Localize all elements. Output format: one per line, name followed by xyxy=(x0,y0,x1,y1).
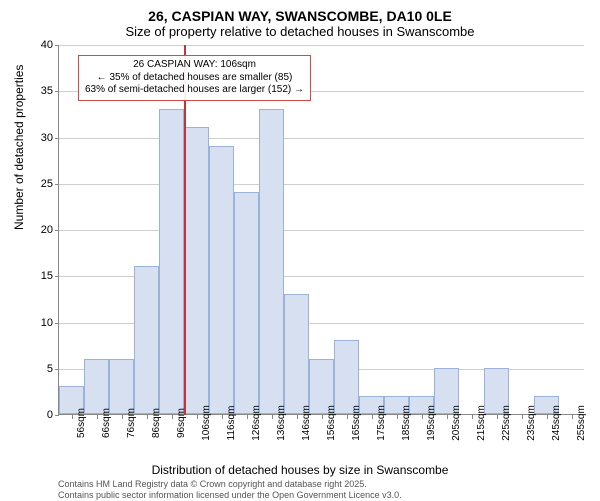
xtick-mark xyxy=(322,415,323,419)
attribution: Contains HM Land Registry data © Crown c… xyxy=(58,479,402,501)
xtick-mark xyxy=(297,415,298,419)
xtick-mark xyxy=(497,415,498,419)
ytick-label: 5 xyxy=(33,363,53,375)
xtick-mark xyxy=(72,415,73,419)
ytick-mark xyxy=(55,45,59,46)
xtick-mark xyxy=(247,415,248,419)
annotation-line2: ← 35% of detached houses are smaller (85… xyxy=(85,72,304,85)
ytick-label: 20 xyxy=(33,224,53,236)
histogram-bar xyxy=(259,109,284,414)
xtick-mark xyxy=(122,415,123,419)
xtick-mark xyxy=(522,415,523,419)
histogram-bar xyxy=(334,340,359,414)
gridline xyxy=(59,230,584,231)
xtick-mark xyxy=(547,415,548,419)
ytick-label: 15 xyxy=(33,270,53,282)
histogram-bar xyxy=(209,146,234,414)
chart-title-sub: Size of property relative to detached ho… xyxy=(0,24,600,43)
annotation-box: 26 CASPIAN WAY: 106sqm ← 35% of detached… xyxy=(78,55,311,101)
marker-line xyxy=(184,45,186,415)
xtick-mark xyxy=(572,415,573,419)
xtick-label: 245sqm xyxy=(551,405,562,441)
ytick-label: 30 xyxy=(33,132,53,144)
annotation-line3: 63% of semi-detached houses are larger (… xyxy=(85,84,304,97)
ytick-label: 40 xyxy=(33,39,53,51)
y-axis-label: Number of detached properties xyxy=(12,65,26,230)
xtick-mark xyxy=(147,415,148,419)
xtick-mark xyxy=(422,415,423,419)
xtick-mark xyxy=(447,415,448,419)
xtick-mark xyxy=(97,415,98,419)
ytick-mark xyxy=(55,323,59,324)
attribution-line2: Contains public sector information licen… xyxy=(58,490,402,501)
histogram-bar xyxy=(184,127,209,414)
histogram-bar xyxy=(159,109,184,414)
ytick-mark xyxy=(55,276,59,277)
xtick-mark xyxy=(197,415,198,419)
x-axis-label: Distribution of detached houses by size … xyxy=(0,463,600,477)
ytick-label: 25 xyxy=(33,178,53,190)
ytick-mark xyxy=(55,369,59,370)
attribution-line1: Contains HM Land Registry data © Crown c… xyxy=(58,479,402,490)
ytick-mark xyxy=(55,138,59,139)
ytick-mark xyxy=(55,184,59,185)
ytick-label: 35 xyxy=(33,85,53,97)
histogram-bar xyxy=(84,359,109,415)
ytick-mark xyxy=(55,91,59,92)
xtick-mark xyxy=(272,415,273,419)
histogram-bar xyxy=(134,266,159,414)
ytick-label: 0 xyxy=(33,409,53,421)
gridline xyxy=(59,184,584,185)
xtick-mark xyxy=(397,415,398,419)
xtick-mark xyxy=(347,415,348,419)
xtick-mark xyxy=(472,415,473,419)
xtick-mark xyxy=(172,415,173,419)
histogram-bar xyxy=(234,192,259,414)
xtick-mark xyxy=(372,415,373,419)
gridline xyxy=(59,45,584,46)
xtick-mark xyxy=(222,415,223,419)
xtick-label: 255sqm xyxy=(576,405,587,441)
chart-container: 051015202530354056sqm66sqm76sqm86sqm96sq… xyxy=(58,45,583,415)
chart-title-main: 26, CASPIAN WAY, SWANSCOMBE, DA10 0LE xyxy=(0,0,600,24)
gridline xyxy=(59,138,584,139)
xtick-label: 205sqm xyxy=(451,405,462,441)
ytick-label: 10 xyxy=(33,317,53,329)
ytick-mark xyxy=(55,415,59,416)
ytick-mark xyxy=(55,230,59,231)
histogram-bar xyxy=(284,294,309,414)
plot-area: 051015202530354056sqm66sqm76sqm86sqm96sq… xyxy=(58,45,583,415)
xtick-label: 225sqm xyxy=(501,405,512,441)
histogram-bar xyxy=(109,359,134,415)
annotation-line1: 26 CASPIAN WAY: 106sqm xyxy=(85,59,304,72)
